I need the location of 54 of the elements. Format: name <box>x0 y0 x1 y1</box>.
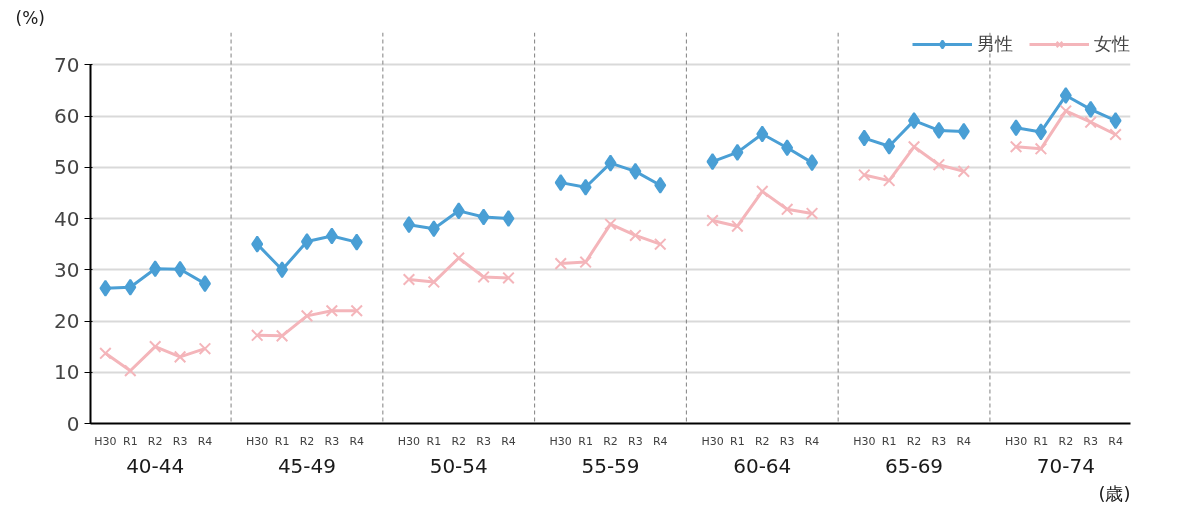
x-tick-label: R1 <box>426 434 442 448</box>
x-tick-label: R1 <box>122 434 138 448</box>
x-tick-label: H30 <box>701 434 724 448</box>
y-tick-label: 60 <box>54 104 80 129</box>
x-tick-label: R2 <box>1058 434 1074 448</box>
x-tick-label: R1 <box>730 434 745 448</box>
x-tick-label: R3 <box>779 434 795 448</box>
x-tick-label: R4 <box>501 434 516 448</box>
x-tick-label: R4 <box>652 434 668 448</box>
text: 40-44 <box>126 453 185 478</box>
x-tick-label: R4 <box>1108 434 1123 448</box>
x-tick-label: R1 <box>881 434 897 448</box>
x-tick-label: H30 <box>246 434 269 448</box>
x-tick-label: R3 <box>476 434 491 448</box>
y-tick-label: 0 <box>66 411 80 436</box>
y-axis-title: (%) <box>15 7 45 28</box>
x-tick-label: H30 <box>397 434 421 448</box>
y-tick-label: 70 <box>54 52 80 77</box>
y-tick-label: 50 <box>54 155 80 180</box>
text: 50-54 <box>429 453 488 478</box>
x-tick-label: R2 <box>603 434 618 448</box>
x-tick-label: R3 <box>931 434 947 448</box>
x-tick-label: R2 <box>147 434 163 448</box>
x-tick-label: R4 <box>804 434 820 448</box>
x-tick-label: R2 <box>451 434 467 448</box>
text: 70-74 <box>1036 453 1095 478</box>
x-tick-label: R1 <box>1033 434 1049 448</box>
text: 65-69 <box>884 453 944 478</box>
legend-label: 女性 <box>1094 32 1130 56</box>
y-tick-label: 40 <box>54 206 80 231</box>
x-axis-title: (歳) <box>1098 482 1131 504</box>
x-tick-label: R4 <box>197 434 213 448</box>
x-tick-label: R2 <box>299 434 315 448</box>
text: 55-59 <box>581 453 640 478</box>
x-tick-label: R4 <box>349 434 365 448</box>
x-tick-label: H30 <box>853 434 876 448</box>
x-tick-label: R1 <box>578 434 593 448</box>
x-tick-label: H30 <box>94 434 117 448</box>
text: 60-64 <box>733 453 792 478</box>
y-tick-label: 10 <box>54 360 80 385</box>
x-tick-label: R4 <box>956 434 972 448</box>
text: 45-49 <box>277 453 337 478</box>
x-tick-label: R3 <box>1083 434 1099 448</box>
x-tick-label: H30 <box>549 434 572 448</box>
y-tick-label: 30 <box>54 257 80 282</box>
x-tick-label: R3 <box>628 434 643 448</box>
x-tick-label: R3 <box>324 434 340 448</box>
legend-label: 男性 <box>977 32 1013 56</box>
x-tick-label: R1 <box>274 434 290 448</box>
x-tick-label: R3 <box>172 434 188 448</box>
x-tick-label: R2 <box>906 434 922 448</box>
y-tick-label: 20 <box>54 309 80 334</box>
x-tick-label: H30 <box>1004 434 1028 448</box>
x-tick-label: R2 <box>754 434 770 448</box>
